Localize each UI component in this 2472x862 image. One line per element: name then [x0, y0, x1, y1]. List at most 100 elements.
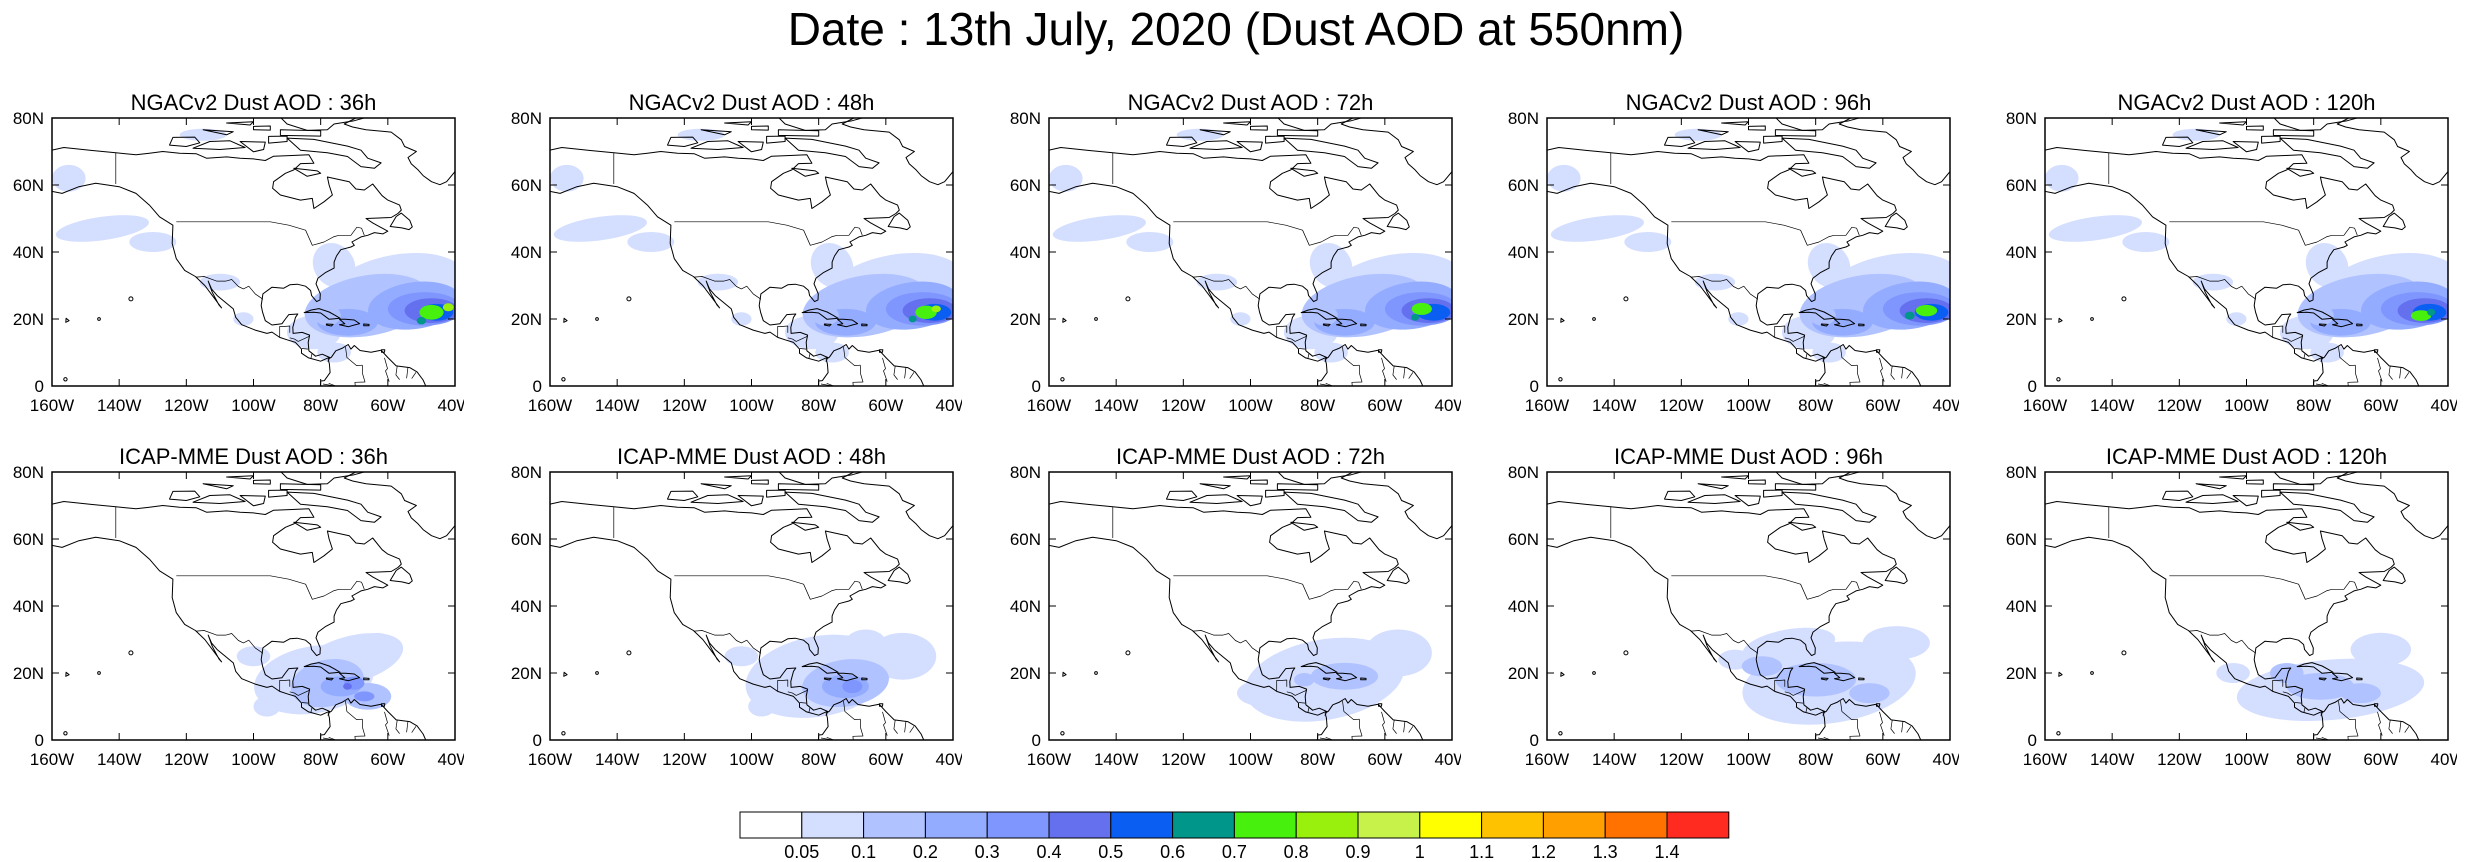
y-tick-label: 60N [511, 530, 542, 549]
x-tick-label: 120W [1161, 396, 1205, 415]
coastlines [52, 472, 455, 740]
colorbar-box [801, 811, 865, 839]
aod-patch [1624, 232, 1672, 252]
y-axis: 0 20N 40N 60N 80N [1010, 109, 1452, 396]
colorbar-box [1295, 811, 1359, 839]
map-frame [549, 117, 954, 387]
x-tick-label: 160W [528, 750, 572, 769]
aod-patch [236, 646, 271, 667]
aod-patch [1364, 629, 1432, 677]
x-tick-label: 140W [2090, 396, 2134, 415]
x-tick-label: 140W [1592, 750, 1636, 769]
x-axis: 160W 140W 120W 100W 80W 60W 40W [1027, 472, 1461, 769]
aod-field [1049, 128, 1452, 363]
y-tick-label: 40N [1010, 243, 1041, 262]
y-tick-label: 0 [2028, 731, 2037, 750]
aod-patch [1849, 683, 1890, 704]
x-axis: 160W 140W 120W 100W 80W 60W 40W [30, 472, 464, 769]
map-area [2045, 472, 2448, 740]
y-tick-label: 80N [13, 109, 44, 128]
map-panel-ngac-36h: NGACv2 Dust AOD : 36h 160W 140W 120W 100W 80W… [13, 90, 464, 415]
aod-patch [2048, 215, 2142, 242]
x-tick-label: 80W [801, 396, 836, 415]
aod-patch [869, 632, 937, 680]
political-borders [2108, 506, 2410, 740]
political-borders [613, 506, 915, 740]
aod-patch [55, 215, 149, 242]
coastlines [1049, 118, 1452, 386]
y-tick-label: 0 [1032, 377, 1041, 396]
panel-title: NGACv2 Dust AOD : 36h [131, 90, 377, 115]
y-tick-label: 40N [1508, 243, 1539, 262]
map-frame [2044, 117, 2449, 387]
aod-patch [1294, 673, 1315, 687]
colorbar-label: 0.9 [1345, 842, 1370, 862]
map-area [52, 118, 455, 386]
colorbar-box [924, 811, 988, 839]
aod-patch [1310, 662, 1379, 690]
y-tick-label: 20N [2006, 310, 2037, 329]
colorbar-label: 0.3 [975, 842, 1000, 862]
y-tick-label: 40N [2006, 597, 2037, 616]
colorbar-box [1048, 811, 1112, 839]
aod-patch [416, 317, 427, 325]
aod-patch [419, 304, 444, 320]
aod-field [1237, 629, 1432, 722]
aod-patch [1550, 215, 1644, 242]
x-axis: 160W 140W 120W 100W 80W 60W 40W [2023, 118, 2457, 415]
aod-patch [1915, 304, 1938, 317]
aod-field [52, 128, 455, 363]
x-tick-label: 40W [1435, 396, 1461, 415]
coastlines [2045, 472, 2448, 740]
aod-patch [2307, 305, 2334, 326]
colorbar-label: 0.5 [1098, 842, 1123, 862]
x-tick-label: 60W [370, 750, 405, 769]
x-tick-label: 160W [1525, 396, 1569, 415]
y-tick-label: 0 [35, 377, 44, 396]
political-borders [1112, 506, 1414, 740]
y-axis: 0 20N 40N 60N 80N [511, 463, 953, 750]
x-tick-label: 60W [1367, 750, 1402, 769]
colorbar-box [1419, 811, 1483, 839]
aod-patch [931, 305, 941, 313]
coastlines [1547, 472, 1950, 740]
y-axis: 0 20N 40N 60N 80N [1508, 109, 1950, 396]
map-frame [1546, 117, 1951, 387]
x-tick-label: 120W [2157, 396, 2201, 415]
colorbar-label: 1.2 [1531, 842, 1556, 862]
y-tick-label: 40N [2006, 243, 2037, 262]
panel-title: ICAP-MME Dust AOD : 48h [617, 444, 886, 469]
y-tick-label: 80N [511, 109, 542, 128]
aod-patch [2427, 308, 2436, 316]
aod-patch [1862, 626, 1930, 660]
x-tick-label: 140W [1592, 396, 1636, 415]
y-tick-label: 20N [511, 664, 542, 683]
colorbar-box [1481, 811, 1544, 839]
x-tick-label: 100W [2224, 750, 2268, 769]
aod-field [724, 629, 937, 718]
coastlines [1547, 118, 1950, 386]
x-tick-label: 80W [303, 396, 338, 415]
panel-title: NGACv2 Dust AOD : 120h [2118, 90, 2376, 115]
map-frame [51, 117, 456, 387]
aod-patch [442, 303, 454, 312]
map-frame [51, 471, 456, 741]
aod-patch [2270, 663, 2304, 683]
panel-title: ICAP-MME Dust AOD : 36h [119, 444, 388, 469]
y-tick-label: 0 [533, 377, 542, 396]
x-tick-label: 40W [1933, 750, 1959, 769]
aod-patch [253, 696, 281, 717]
y-tick-label: 80N [13, 463, 44, 482]
map-panel-icap-96h: ICAP-MME Dust AOD : 96h 160W 140W 120W 100W 8… [1508, 444, 1959, 769]
aod-patch [550, 164, 584, 192]
map-panel-ngac-48h: NGACv2 Dust AOD : 48h 160W 140W 120W 100W 80W… [511, 90, 962, 415]
aod-patch [2411, 310, 2432, 321]
x-tick-label: 80W [303, 750, 338, 769]
x-tick-label: 160W [528, 396, 572, 415]
colorbar-box [1542, 811, 1606, 839]
aod-patch [748, 696, 775, 717]
aod-patch [1728, 312, 1749, 326]
x-tick-label: 80W [2296, 750, 2331, 769]
map-area [550, 472, 953, 740]
